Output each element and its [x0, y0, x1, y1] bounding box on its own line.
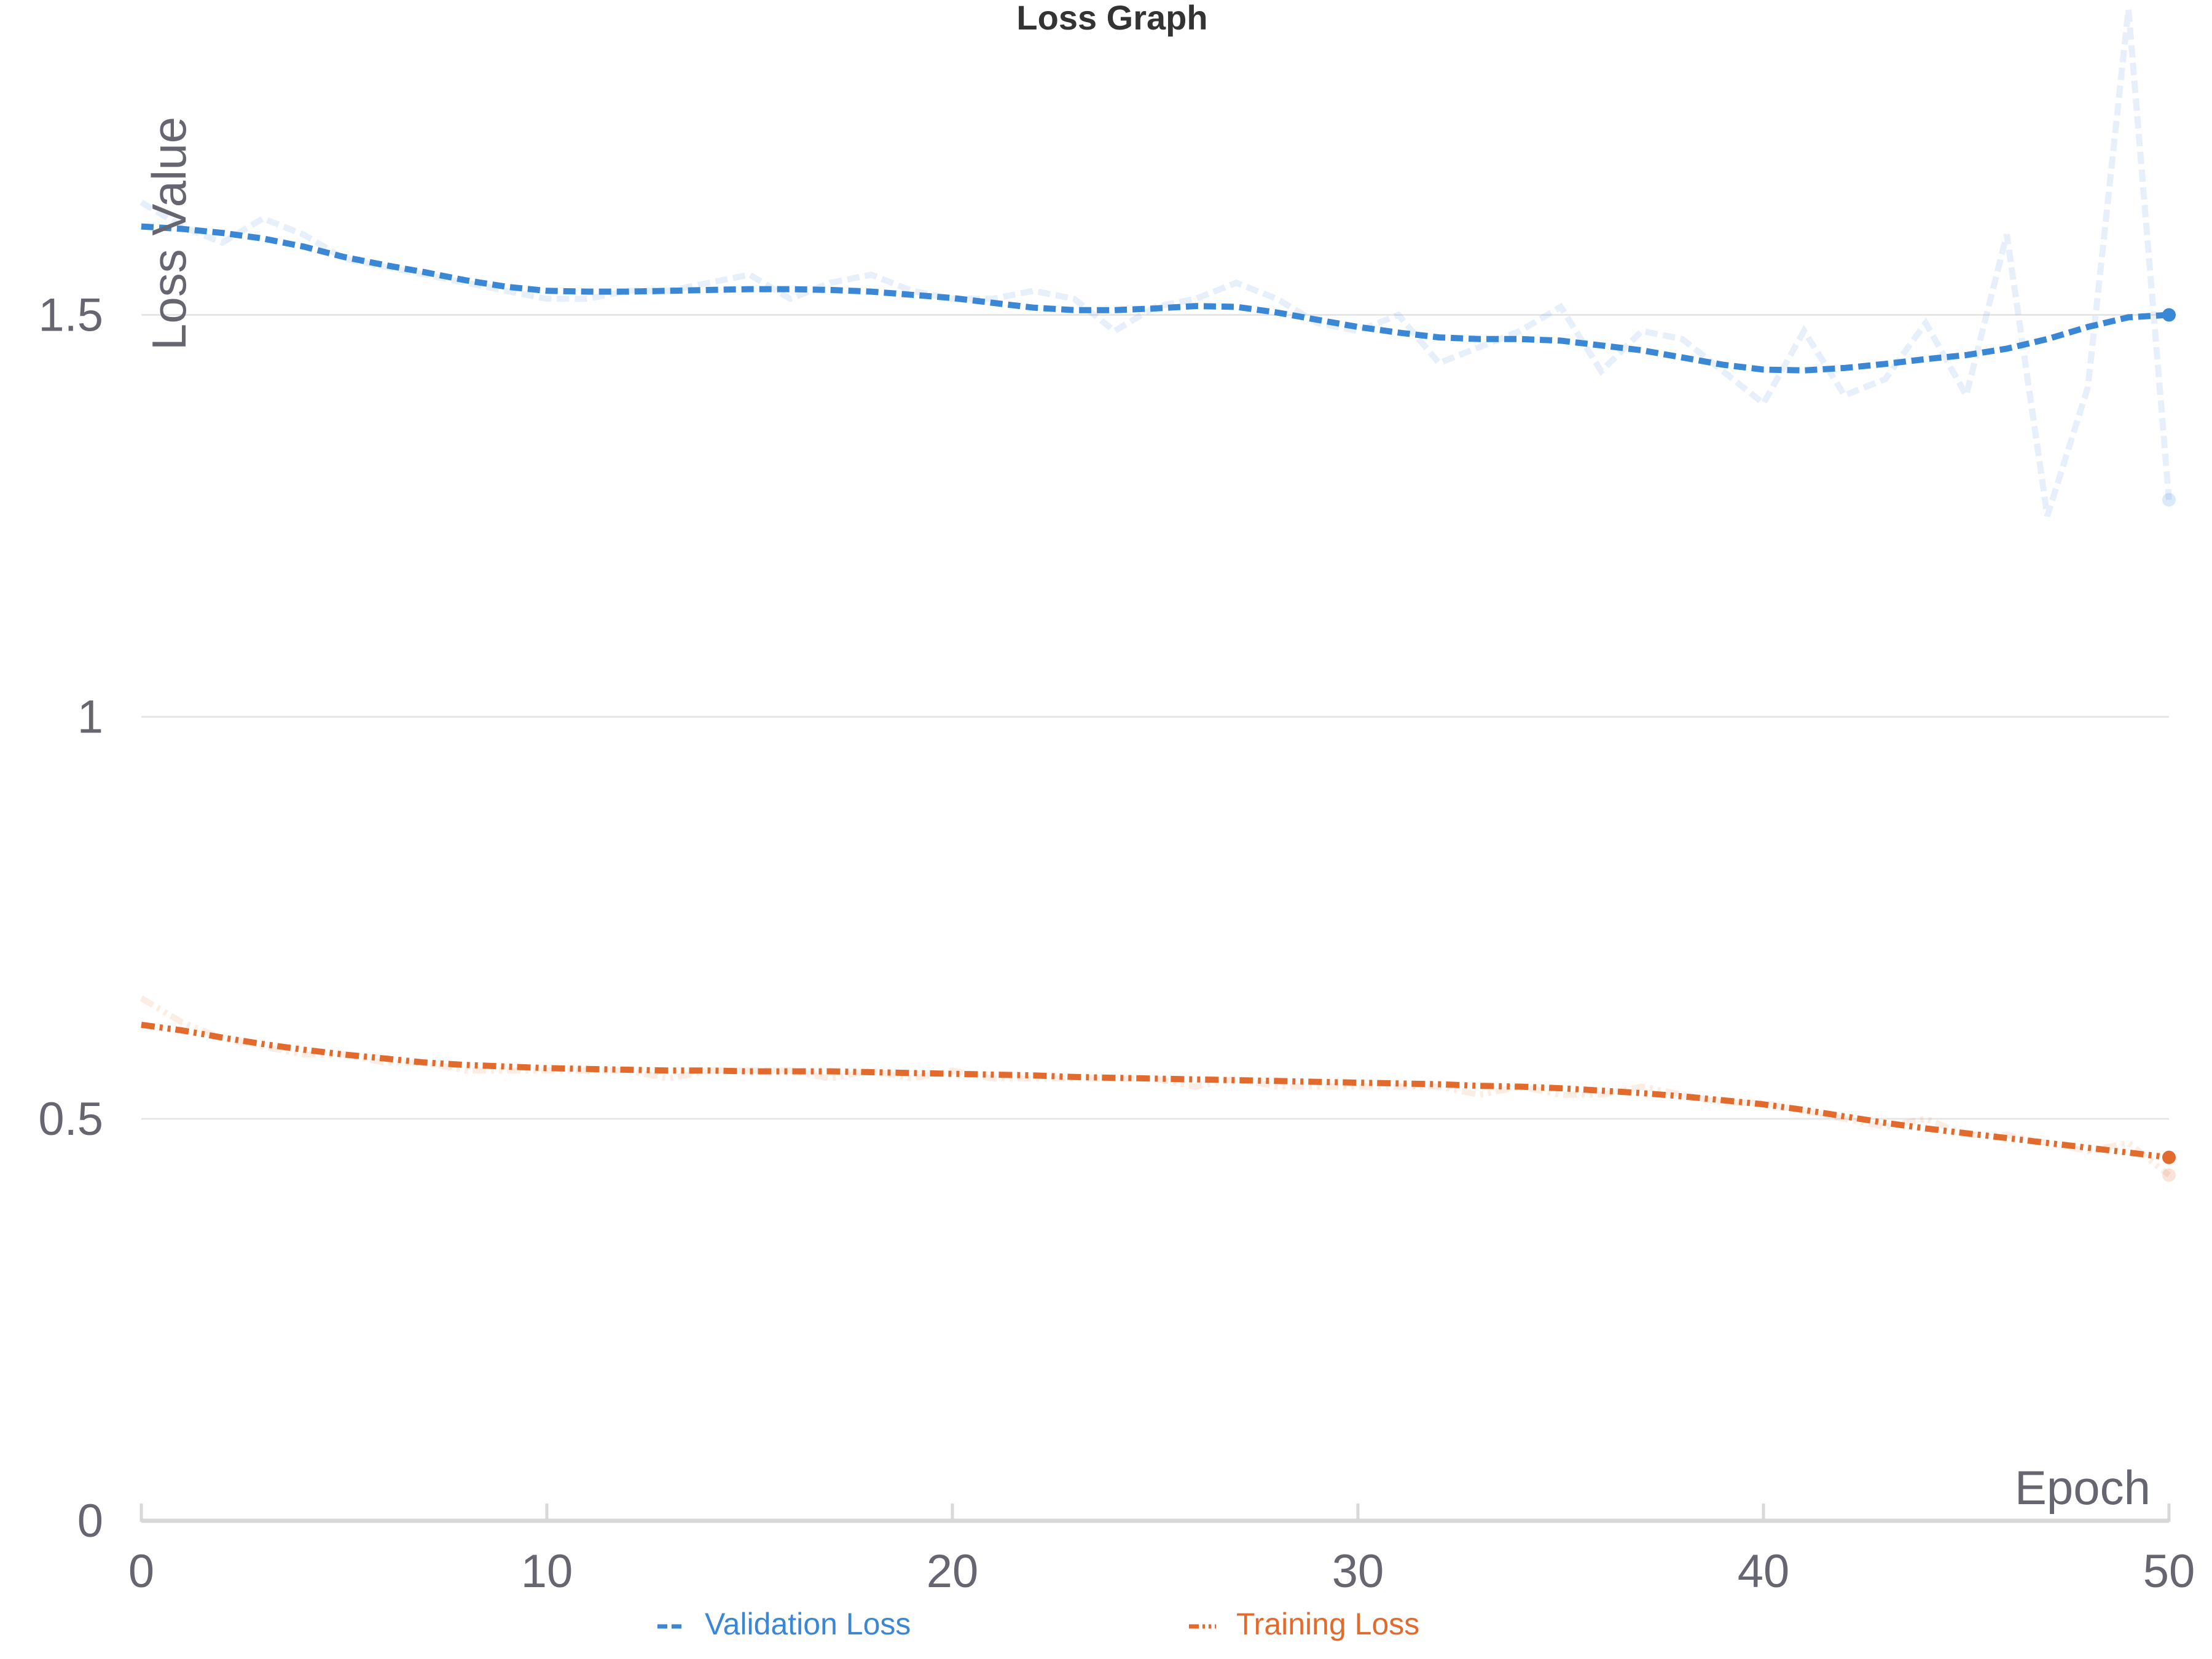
- y-axis: 0 0.5 1 1.5: [38, 289, 103, 1548]
- x-tick-label: 40: [1738, 1545, 1790, 1598]
- y-tick-label: 0.5: [38, 1093, 103, 1145]
- y-axis-title: Loss Value: [142, 117, 196, 350]
- x-axis: 0 10 20 30 40 50: [128, 1504, 2195, 1598]
- validation-loss-raw-end-point: [2162, 493, 2176, 507]
- validation-loss-legend-label[interactable]: Validation Loss: [705, 1607, 911, 1641]
- x-tick-label: 50: [2143, 1545, 2195, 1598]
- training-loss-end-point[interactable]: [2162, 1150, 2176, 1164]
- x-tick-label: 10: [521, 1545, 573, 1598]
- validation-loss-line[interactable]: [141, 223, 2170, 374]
- x-tick-label: 30: [1332, 1545, 1384, 1598]
- legend: Validation Loss Training Loss: [657, 1607, 1419, 1641]
- y-tick-label: 0: [77, 1495, 103, 1547]
- x-tick-label: 0: [128, 1545, 154, 1598]
- training-loss-line[interactable]: [141, 1021, 2170, 1161]
- raw-series-layer: [139, 9, 2176, 1182]
- validation-loss-end-point[interactable]: [2162, 308, 2176, 322]
- validation-loss-raw-line: [139, 9, 2172, 517]
- y-tick-label: 1: [77, 691, 103, 743]
- training-loss-raw-line: [139, 995, 2171, 1178]
- gridlines: [141, 314, 2169, 1120]
- x-axis-title: Epoch: [2015, 1461, 2151, 1515]
- training-loss-legend-label[interactable]: Training Loss: [1236, 1607, 1419, 1641]
- smoothed-series-layer: [141, 223, 2176, 1164]
- y-tick-label: 1.5: [38, 289, 103, 342]
- x-tick-label: 20: [927, 1545, 979, 1598]
- chart-title: Loss Graph: [1016, 0, 1207, 37]
- training-loss-raw-end-point: [2162, 1168, 2176, 1182]
